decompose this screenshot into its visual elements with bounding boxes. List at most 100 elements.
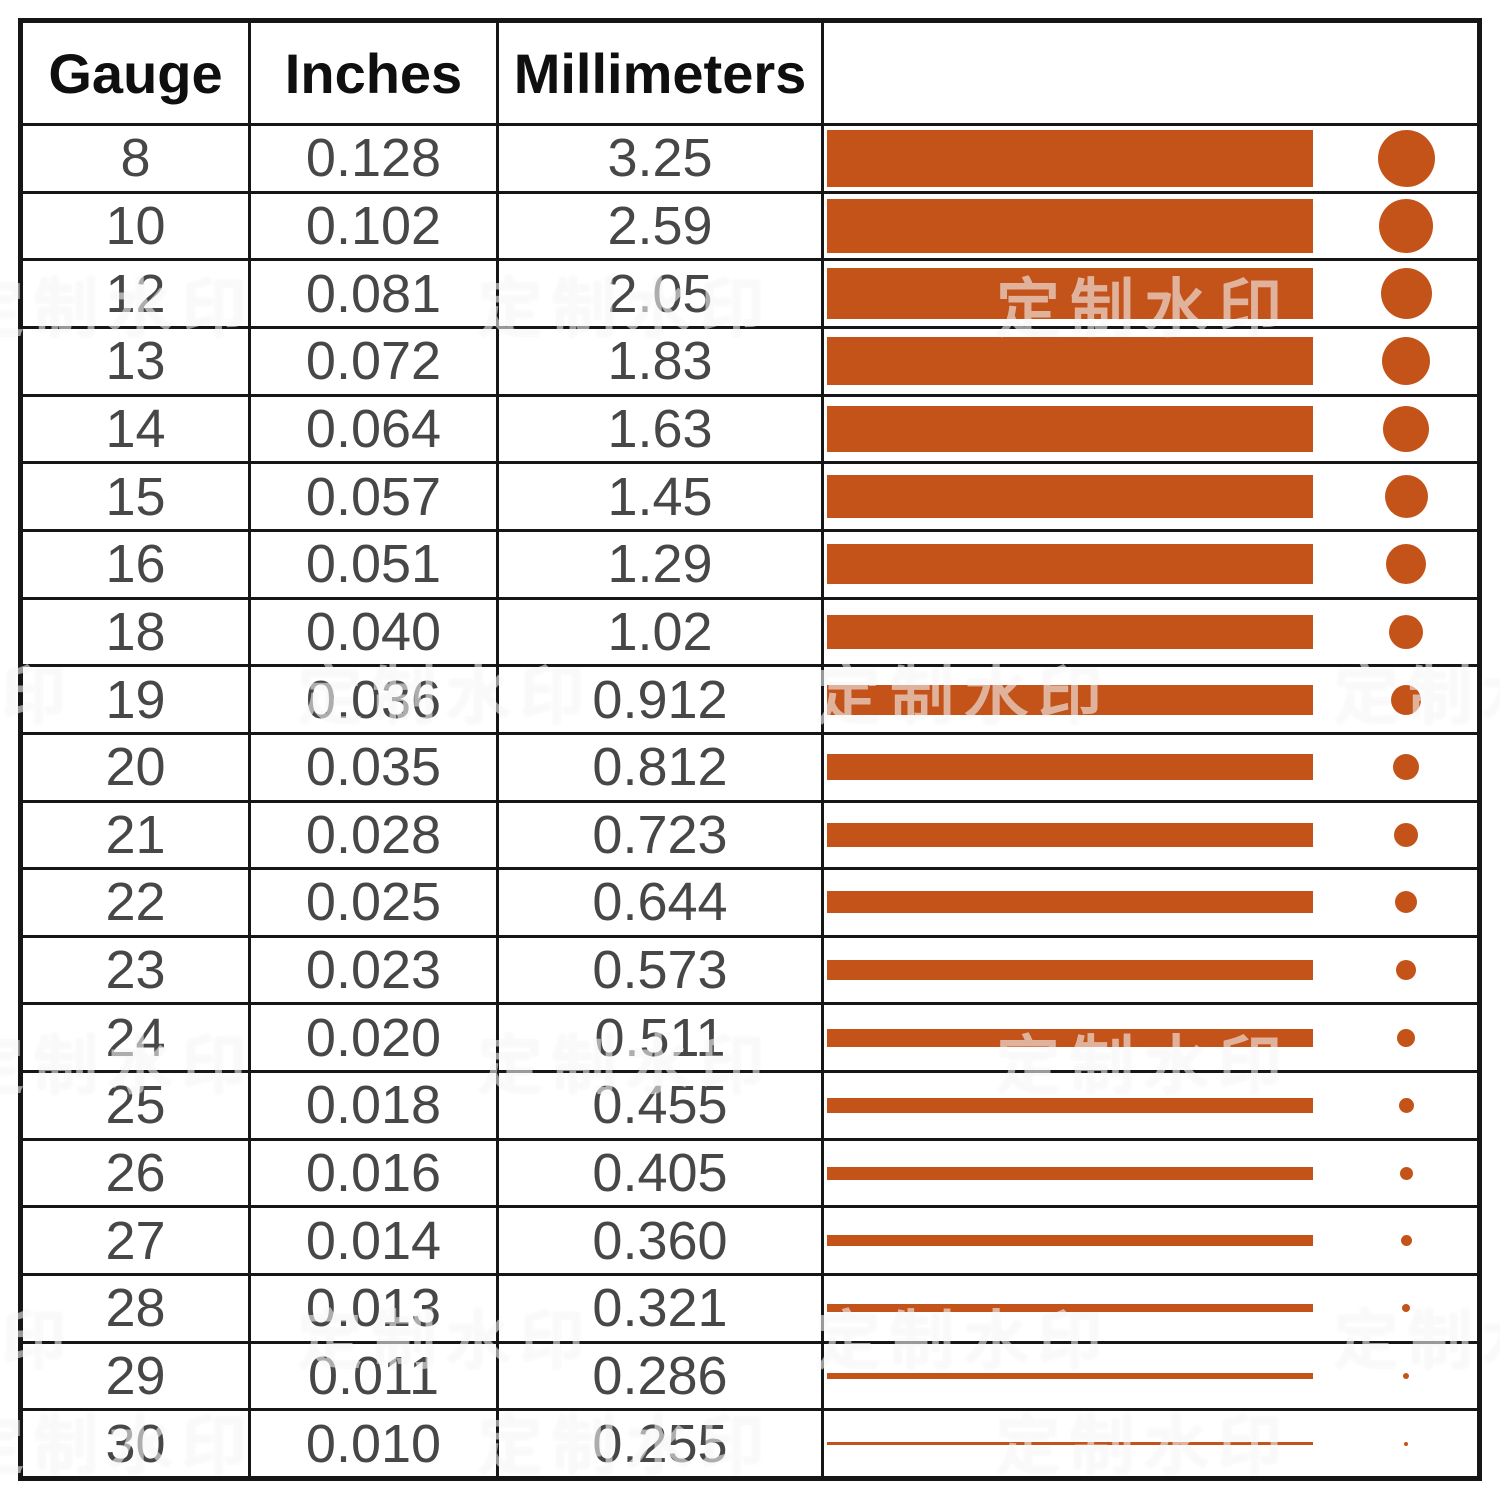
millimeters-value-14: 1.63	[499, 396, 821, 462]
gauge-value-10: 10	[23, 193, 248, 259]
wire-cross-section-zone-25	[1313, 1073, 1477, 1138]
inches-value-26: 0.016	[251, 1140, 496, 1206]
millimeters-value-21: 0.723	[499, 802, 821, 868]
wire-cross-section-zone-30	[1313, 1411, 1477, 1476]
gauge-value-30: 30	[23, 1411, 248, 1476]
wire-thickness-bar-26	[827, 1166, 1313, 1180]
millimeters-value-10: 2.59	[499, 193, 821, 259]
wire-thickness-bar-14	[827, 405, 1313, 452]
wire-cross-section-zone-16	[1313, 532, 1477, 597]
millimeters-value-13: 1.83	[499, 328, 821, 394]
wire-cross-section-dot-23	[1396, 960, 1416, 981]
header-gauge: Gauge	[23, 23, 248, 123]
wire-cross-section-dot-21	[1394, 822, 1418, 847]
wire-cross-section-dot-30	[1404, 1441, 1408, 1446]
wire-cross-section-zone-24	[1313, 1005, 1477, 1070]
wire-cross-section-dot-29	[1403, 1373, 1409, 1380]
gauge-value-23: 23	[23, 937, 248, 1003]
inches-value-24: 0.020	[251, 1005, 496, 1071]
wire-size-visual-29	[824, 1343, 1477, 1409]
gauge-value-27: 27	[23, 1208, 248, 1274]
wire-size-visual-23	[824, 937, 1477, 1003]
wire-cross-section-zone-12	[1313, 261, 1477, 326]
millimeters-value-16: 1.29	[499, 531, 821, 597]
millimeters-value-29: 0.286	[499, 1343, 821, 1409]
wire-size-visual-20	[824, 734, 1477, 800]
inches-value-8: 0.128	[251, 126, 496, 191]
gauge-value-24: 24	[23, 1005, 248, 1071]
wire-cross-section-zone-8	[1313, 126, 1477, 191]
gauge-value-8: 8	[23, 126, 248, 191]
wire-cross-section-dot-25	[1398, 1097, 1414, 1113]
wire-cross-section-dot-24	[1397, 1028, 1415, 1047]
wire-cross-section-zone-22	[1313, 870, 1477, 935]
wire-cross-section-dot-27	[1400, 1235, 1412, 1247]
gauge-value-29: 29	[23, 1343, 248, 1409]
millimeters-value-23: 0.573	[499, 937, 821, 1003]
wire-thickness-bar-20	[827, 754, 1313, 781]
wire-size-visual-22	[824, 870, 1477, 935]
wire-thickness-bar-24	[827, 1028, 1313, 1047]
wire-size-visual-19	[824, 667, 1477, 732]
wire-thickness-bar-22	[827, 891, 1313, 914]
wire-size-visual-16	[824, 531, 1477, 597]
wire-cross-section-zone-10	[1313, 194, 1477, 259]
gauge-value-26: 26	[23, 1140, 248, 1206]
wire-cross-section-dot-22	[1395, 891, 1417, 914]
wire-size-visual-8	[824, 126, 1477, 191]
wire-thickness-bar-27	[827, 1235, 1313, 1247]
gauge-value-16: 16	[23, 531, 248, 597]
gauge-value-14: 14	[23, 396, 248, 462]
wire-cross-section-dot-26	[1399, 1166, 1413, 1180]
inches-value-18: 0.040	[251, 599, 496, 665]
wire-size-visual-30	[824, 1411, 1477, 1476]
millimeters-value-18: 1.02	[499, 599, 821, 665]
inches-value-28: 0.013	[251, 1276, 496, 1341]
wire-cross-section-zone-23	[1313, 938, 1477, 1003]
gauge-value-25: 25	[23, 1073, 248, 1138]
inches-value-22: 0.025	[251, 870, 496, 935]
millimeters-value-22: 0.644	[499, 870, 821, 935]
wire-cross-section-dot-8	[1377, 129, 1435, 187]
wire-cross-section-zone-29	[1313, 1344, 1477, 1409]
wire-cross-section-zone-21	[1313, 803, 1477, 868]
wire-cross-section-dot-18	[1389, 614, 1423, 649]
millimeters-value-25: 0.455	[499, 1073, 821, 1138]
wire-size-visual-10	[824, 193, 1477, 259]
wire-size-visual-12	[824, 261, 1477, 326]
inches-value-14: 0.064	[251, 396, 496, 462]
gauge-value-19: 19	[23, 667, 248, 732]
inches-value-16: 0.051	[251, 531, 496, 597]
wire-cross-section-dot-15	[1384, 475, 1428, 519]
wire-thickness-bar-30	[827, 1441, 1313, 1446]
wire-size-visual-28	[824, 1276, 1477, 1341]
wire-cross-section-zone-15	[1313, 464, 1477, 529]
inches-value-21: 0.028	[251, 802, 496, 868]
gauge-value-18: 18	[23, 599, 248, 665]
millimeters-value-12: 2.05	[499, 261, 821, 326]
millimeters-value-30: 0.255	[499, 1411, 821, 1476]
gauge-table: Gauge Inches Millimeters 8 0.128 3.25 10 0.1…	[18, 18, 1482, 1481]
inches-value-23: 0.023	[251, 937, 496, 1003]
wire-size-visual-14	[824, 396, 1477, 462]
millimeters-value-27: 0.360	[499, 1208, 821, 1274]
inches-value-19: 0.036	[251, 667, 496, 732]
inches-value-13: 0.072	[251, 328, 496, 394]
wire-cross-section-dot-28	[1402, 1304, 1410, 1313]
millimeters-value-20: 0.812	[499, 734, 821, 800]
wire-cross-section-dot-13	[1382, 337, 1430, 386]
wire-size-visual-21	[824, 802, 1477, 868]
wire-cross-section-zone-18	[1313, 600, 1477, 665]
header-millimeters: Millimeters	[499, 23, 821, 123]
wire-thickness-bar-25	[827, 1097, 1313, 1113]
wire-thickness-bar-19	[827, 684, 1313, 715]
wire-size-visual-13	[824, 328, 1477, 394]
header-visual-blank	[824, 23, 1477, 123]
wire-thickness-bar-13	[827, 337, 1313, 386]
wire-size-visual-26	[824, 1140, 1477, 1206]
wire-thickness-bar-10	[827, 198, 1313, 253]
inches-value-30: 0.010	[251, 1411, 496, 1476]
wire-cross-section-dot-12	[1380, 268, 1432, 320]
wire-thickness-bar-18	[827, 614, 1313, 649]
millimeters-value-8: 3.25	[499, 126, 821, 191]
